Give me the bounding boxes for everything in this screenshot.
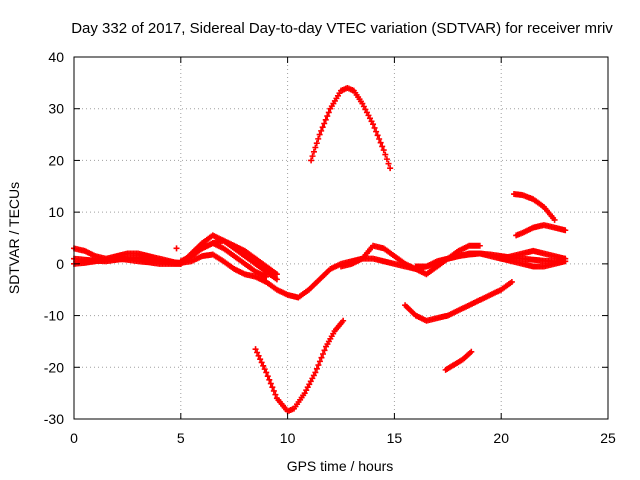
data-point [315,135,322,142]
data-point [315,362,322,369]
series-band-f [402,278,515,324]
y-tick-label: 0 [56,256,64,272]
data-point [173,245,180,252]
data-point [254,349,261,356]
data-point [273,276,280,283]
series-outlier [173,245,180,252]
data-point [321,120,328,127]
data-point [319,350,326,357]
data-point [376,136,383,143]
data-point [309,153,316,160]
data-point [373,128,380,135]
data-point [318,354,325,361]
y-tick-label: 10 [48,204,64,220]
data-point [272,391,279,398]
y-tick-label: -10 [44,308,64,324]
series-band-h [511,191,558,223]
data-point [308,157,315,164]
x-tick-label: 5 [177,430,185,446]
x-axis-label: GPS time / hours [287,458,394,474]
data-point [313,365,320,372]
y-tick-label: -30 [44,411,64,427]
data-point [270,387,277,394]
data-point [562,227,569,234]
series-band-i [513,222,569,239]
data-point [267,380,274,387]
y-tick-label: 30 [48,101,64,117]
data-point [387,165,394,172]
data-point [382,151,389,158]
data-point [508,278,515,285]
data-point [260,362,267,369]
data-point [380,147,387,154]
data-point [325,109,332,116]
series-arc-low [252,317,347,415]
data-point [316,358,323,365]
y-tick-label: -20 [44,359,64,375]
x-tick-label: 25 [600,430,616,446]
x-tick-label: 10 [280,430,296,446]
data-point [313,140,320,147]
axis-ticks: 0 5 10 15 20 25 -30 -20 -10 0 10 20 30 40 [44,49,616,446]
data-point [468,348,475,355]
series-band-g [442,348,475,373]
data-point [318,127,325,134]
data-point [316,131,323,138]
plot-frame [73,56,609,420]
data-point [264,373,271,380]
data-point [340,317,347,324]
data-point [370,121,377,128]
data-point [261,366,268,373]
data-point [324,113,331,120]
series-band-d [177,237,280,278]
data-point [322,116,329,123]
data-point [258,359,265,366]
data-point [257,356,264,363]
data-point [321,347,328,354]
data-point [312,144,319,151]
data-point [273,271,280,278]
data-point [319,124,326,131]
data-point [562,258,569,265]
data-point [374,132,381,139]
y-tick-label: 20 [48,152,64,168]
data-series [71,85,569,415]
series-band-k [412,250,569,270]
data-point [252,346,259,353]
data-point [312,369,319,376]
y-tick-label: 40 [48,49,64,65]
data-point [385,160,392,167]
data-point [263,273,270,280]
data-point [379,143,386,150]
x-tick-label: 15 [387,430,403,446]
data-point [371,124,378,131]
data-point [263,369,270,376]
x-tick-label: 0 [70,430,78,446]
data-point [551,216,558,223]
data-point [266,376,273,383]
y-axis-label: SDTVAR / TECUs [6,182,22,294]
data-point [255,352,262,359]
data-point [310,148,317,155]
data-point [476,242,483,249]
data-point [269,384,276,391]
x-tick-label: 20 [493,430,509,446]
data-point [383,156,390,163]
chart-title: Day 332 of 2017, Sidereal Day-to-day VTE… [71,20,613,37]
data-point [377,139,384,146]
series-arc-high [308,85,394,172]
